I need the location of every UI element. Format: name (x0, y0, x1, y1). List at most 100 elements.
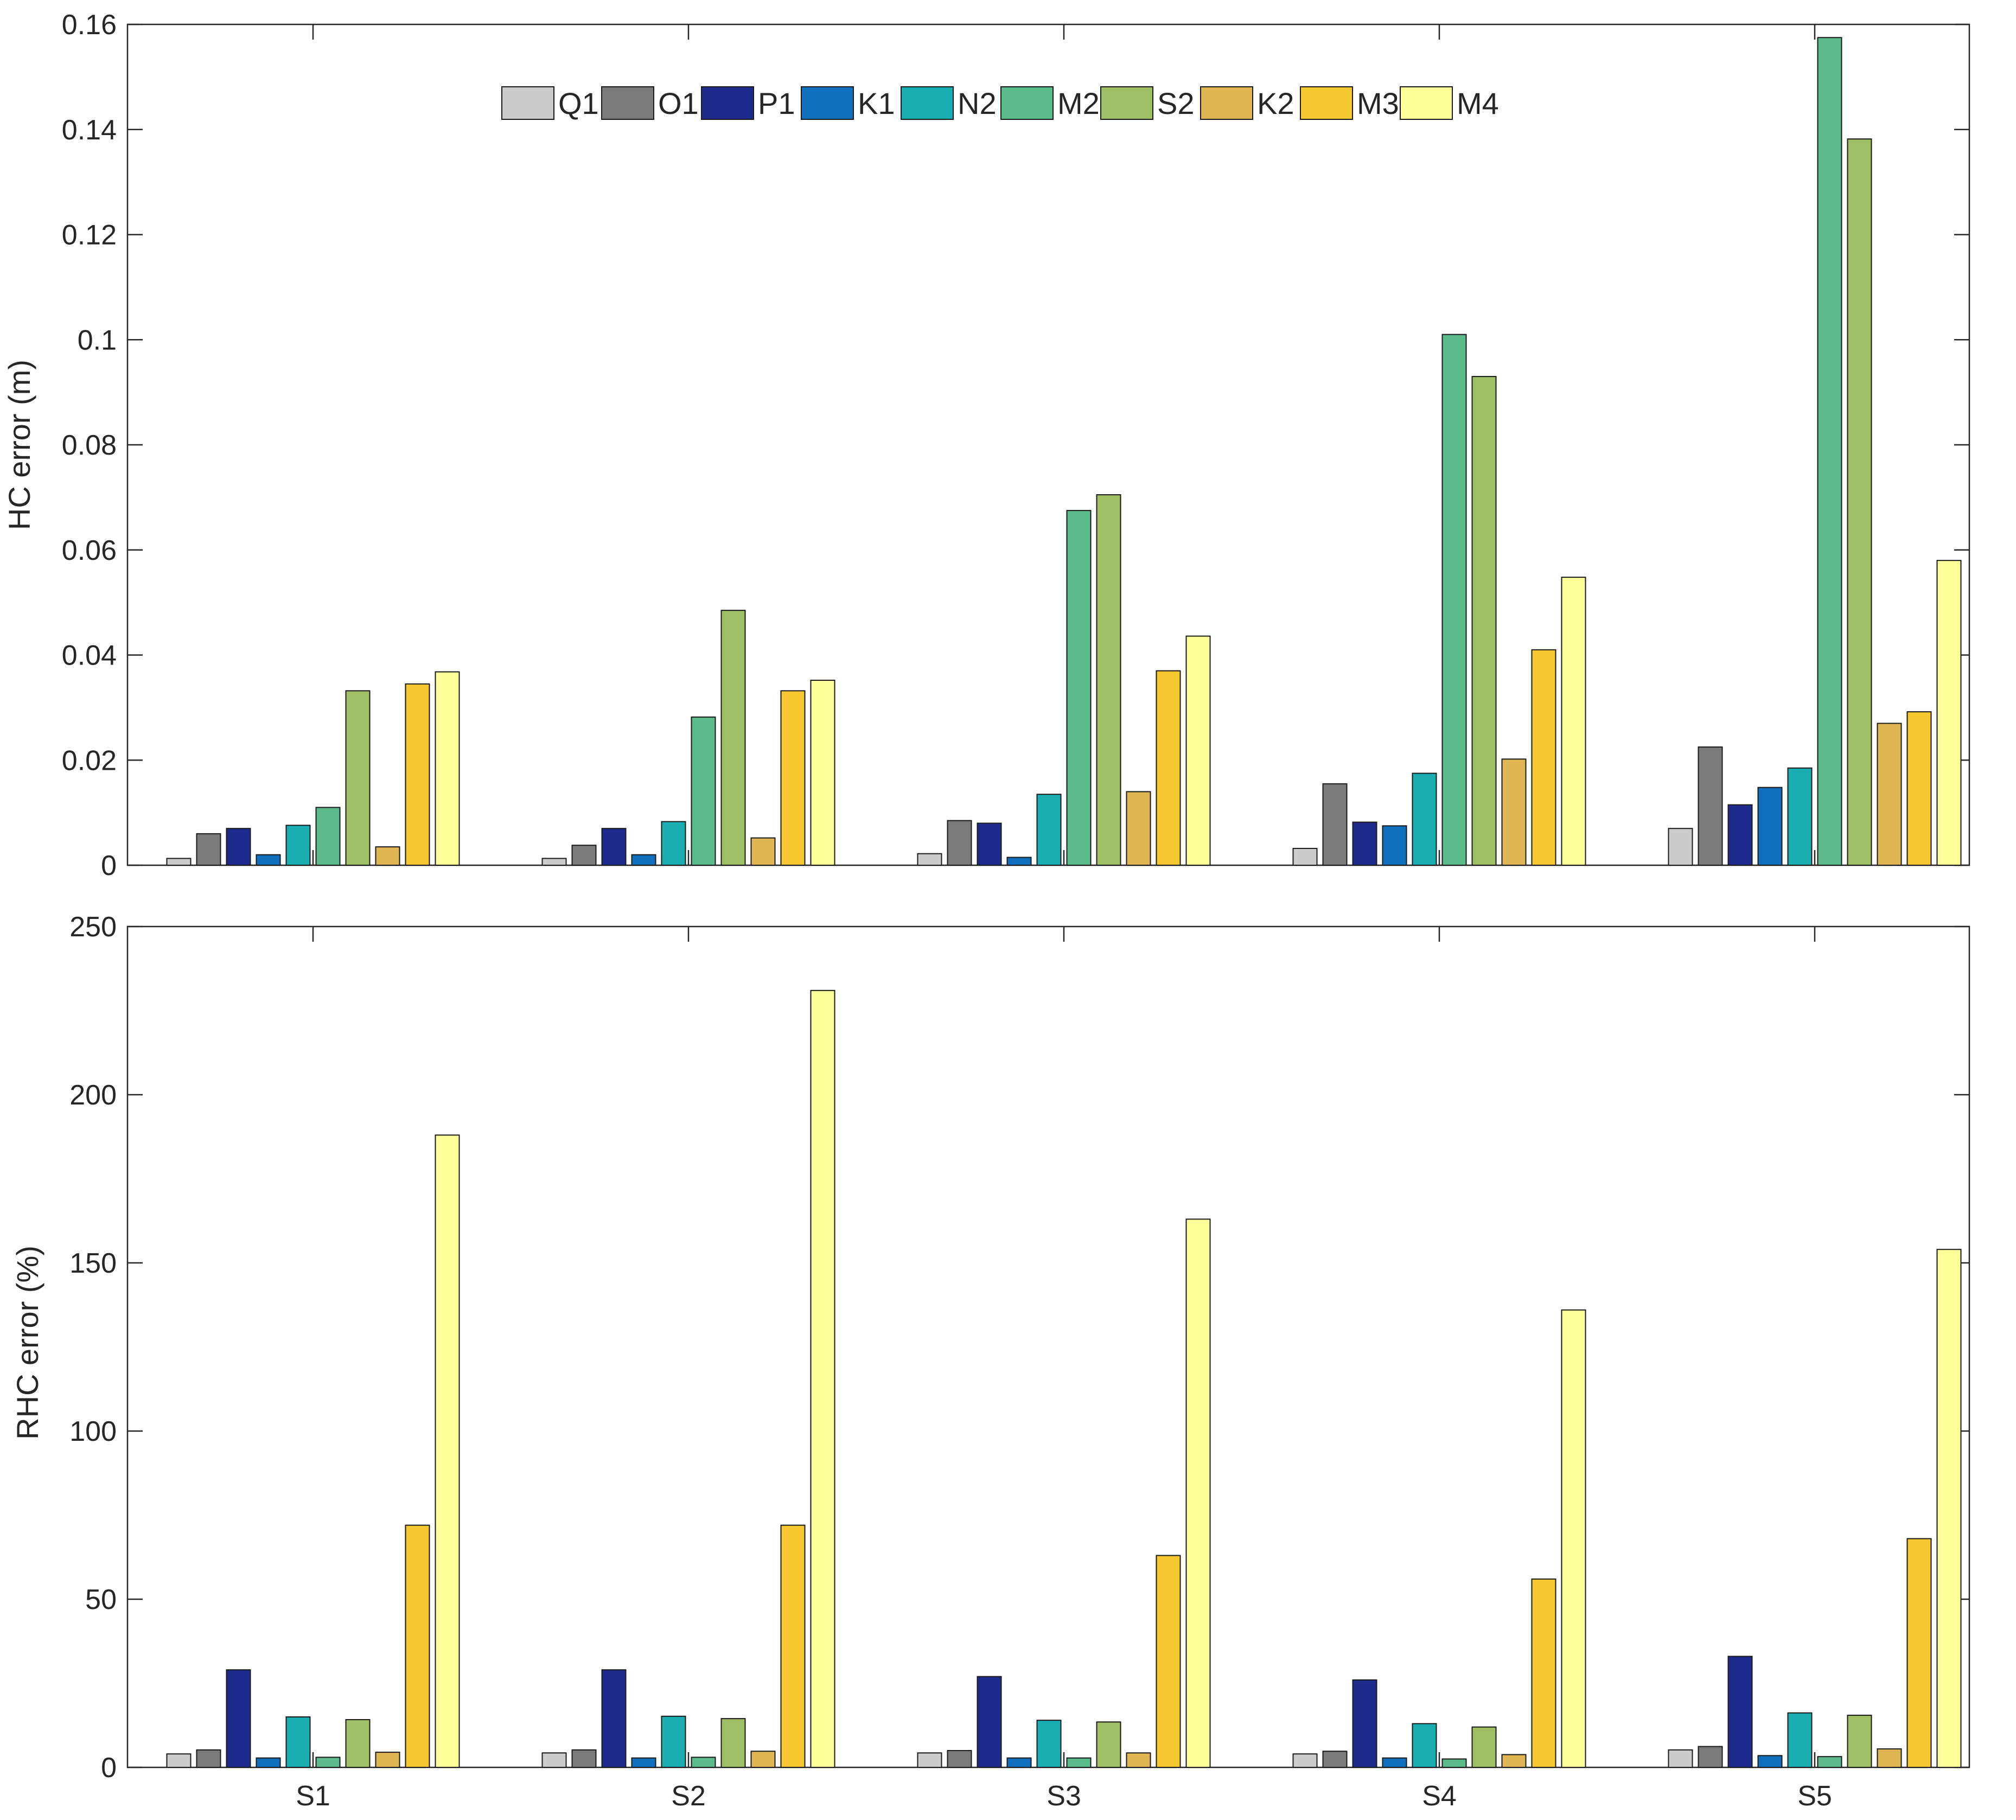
bar-q1-s1 (166, 858, 192, 866)
bar-k2-s5 (1877, 723, 1902, 866)
bar-n2-s5 (1787, 1712, 1813, 1768)
bar-m2-s4 (1441, 1758, 1467, 1768)
bar-k1-s1 (256, 854, 281, 866)
bar-q1-s5 (1668, 828, 1693, 866)
hc-error-panel: 0 0.02 0.04 0.06 0.08 0.1 0.12 0.14 0.16 HC error… (2, 9, 1970, 882)
bar-o1-s2 (571, 845, 597, 866)
legend-label-m2: M2 (1057, 86, 1100, 120)
bar-m3-s1 (405, 1524, 430, 1768)
y-axis-title: HC error (m) (2, 360, 36, 530)
bar-k1-s4 (1382, 1757, 1407, 1768)
legend-swatch-s2 (1100, 86, 1153, 120)
bar-m3-s4 (1531, 1578, 1556, 1768)
bar-o1-s3 (947, 820, 972, 866)
bar-p1-s1 (226, 828, 251, 866)
bar-s2-s3 (1096, 1721, 1121, 1768)
legend-swatch-q1 (501, 86, 554, 120)
plot-area-frame (126, 23, 1970, 866)
bar-p1-s3 (977, 1676, 1002, 1768)
y-axis-title: RHC error (%) (10, 1246, 44, 1440)
y-tick-label: 0.1 (78, 324, 117, 356)
bar-k1-s2 (631, 854, 656, 866)
y-tick-label: 0.14 (62, 114, 117, 146)
bar-o1-s5 (1698, 1746, 1723, 1768)
bar-k2-s1 (375, 846, 400, 866)
bar-m2-s5 (1817, 1756, 1842, 1768)
bar-q1-s2 (541, 858, 567, 866)
legend-label-q1: Q1 (558, 86, 599, 120)
bar-m4-s2 (810, 989, 835, 1768)
bar-m4-s4 (1561, 577, 1586, 866)
bar-k1-s5 (1757, 787, 1783, 866)
rhc-error-panel: 0 50 100 150 200 250 S1 S2 S3 S4 S5 RHC error (%) (10, 911, 1970, 1812)
bar-o1-s1 (196, 833, 221, 866)
bar-q1-s5 (1668, 1749, 1693, 1768)
legend: Q1 O1 P1 K1 N2 M2 S2 K2 M3 M4 (501, 86, 1499, 120)
bar-n2-s1 (285, 1716, 311, 1768)
y-tick-label: 50 (85, 1584, 117, 1615)
bar-n2-s3 (1036, 794, 1062, 866)
bar-p1-s1 (226, 1669, 251, 1768)
bar-s2-s1 (345, 1719, 371, 1768)
bar-m2-s2 (691, 716, 716, 866)
bar-n2-s2 (661, 1715, 686, 1768)
bar-q1-s2 (541, 1752, 567, 1768)
y-tick-label: 0.06 (62, 535, 117, 566)
bar-p1-s2 (601, 1669, 627, 1768)
bar-m4-s5 (1936, 1249, 1962, 1768)
bar-k2-s2 (750, 1751, 776, 1768)
bar-m2-s1 (315, 807, 341, 866)
bar-k1-s5 (1757, 1755, 1783, 1768)
legend-label-o1: O1 (658, 86, 699, 120)
bar-k2-s3 (1126, 791, 1151, 866)
y-tick-label: 0 (101, 1752, 117, 1784)
y-tick-label: 250 (69, 911, 117, 943)
bar-m2-s5 (1817, 37, 1842, 866)
bar-o1-s3 (947, 1750, 972, 1768)
bar-o1-s4 (1322, 1751, 1348, 1768)
bar-q1-s4 (1292, 848, 1318, 866)
legend-label-m3: M3 (1357, 86, 1399, 120)
bar-m2-s3 (1066, 510, 1092, 866)
bar-m2-s1 (315, 1757, 341, 1768)
y-tick-label: 0 (101, 850, 117, 882)
bar-k2-s1 (375, 1752, 400, 1768)
bar-o1-s5 (1698, 746, 1723, 866)
bar-m4-s3 (1185, 1218, 1211, 1768)
bar-m3-s2 (780, 1524, 806, 1768)
bar-k2-s4 (1501, 1754, 1527, 1768)
y-tick-label: 0.08 (62, 430, 117, 461)
legend-label-m4: M4 (1457, 86, 1499, 120)
bar-p1-s4 (1352, 1679, 1377, 1768)
legend-label-p1: P1 (758, 86, 795, 120)
bar-q1-s4 (1292, 1753, 1318, 1768)
bar-k1-s4 (1382, 825, 1407, 866)
bar-s2-s5 (1847, 138, 1872, 866)
bar-k1-s3 (1006, 1757, 1032, 1768)
bar-q1-s1 (166, 1753, 192, 1768)
y-tick-label: 0.12 (62, 220, 117, 251)
bar-m3-s2 (780, 690, 806, 866)
y-tick-label: 0.04 (62, 640, 117, 672)
legend-swatch-m3 (1300, 86, 1353, 120)
legend-swatch-n2 (901, 86, 954, 120)
bar-s2-s2 (720, 610, 746, 866)
bar-n2-s2 (661, 821, 686, 866)
x-tick-label-s1: S1 (296, 1780, 330, 1812)
x-tick-label-s4: S4 (1422, 1780, 1457, 1812)
bar-n2-s1 (285, 825, 311, 866)
bar-k1-s2 (631, 1757, 656, 1768)
bar-k1-s3 (1006, 857, 1032, 866)
bar-m4-s1 (435, 671, 460, 866)
bar-n2-s4 (1412, 772, 1437, 866)
bar-k2-s2 (750, 837, 776, 866)
bar-m3-s4 (1531, 649, 1556, 866)
plot-area-frame (126, 925, 1970, 1768)
bar-m4-s1 (435, 1134, 460, 1768)
y-tick-label: 200 (69, 1080, 117, 1111)
bar-m4-s3 (1185, 635, 1211, 866)
bar-n2-s4 (1412, 1723, 1437, 1768)
bar-n2-s5 (1787, 767, 1813, 866)
bar-m2-s4 (1441, 334, 1467, 866)
